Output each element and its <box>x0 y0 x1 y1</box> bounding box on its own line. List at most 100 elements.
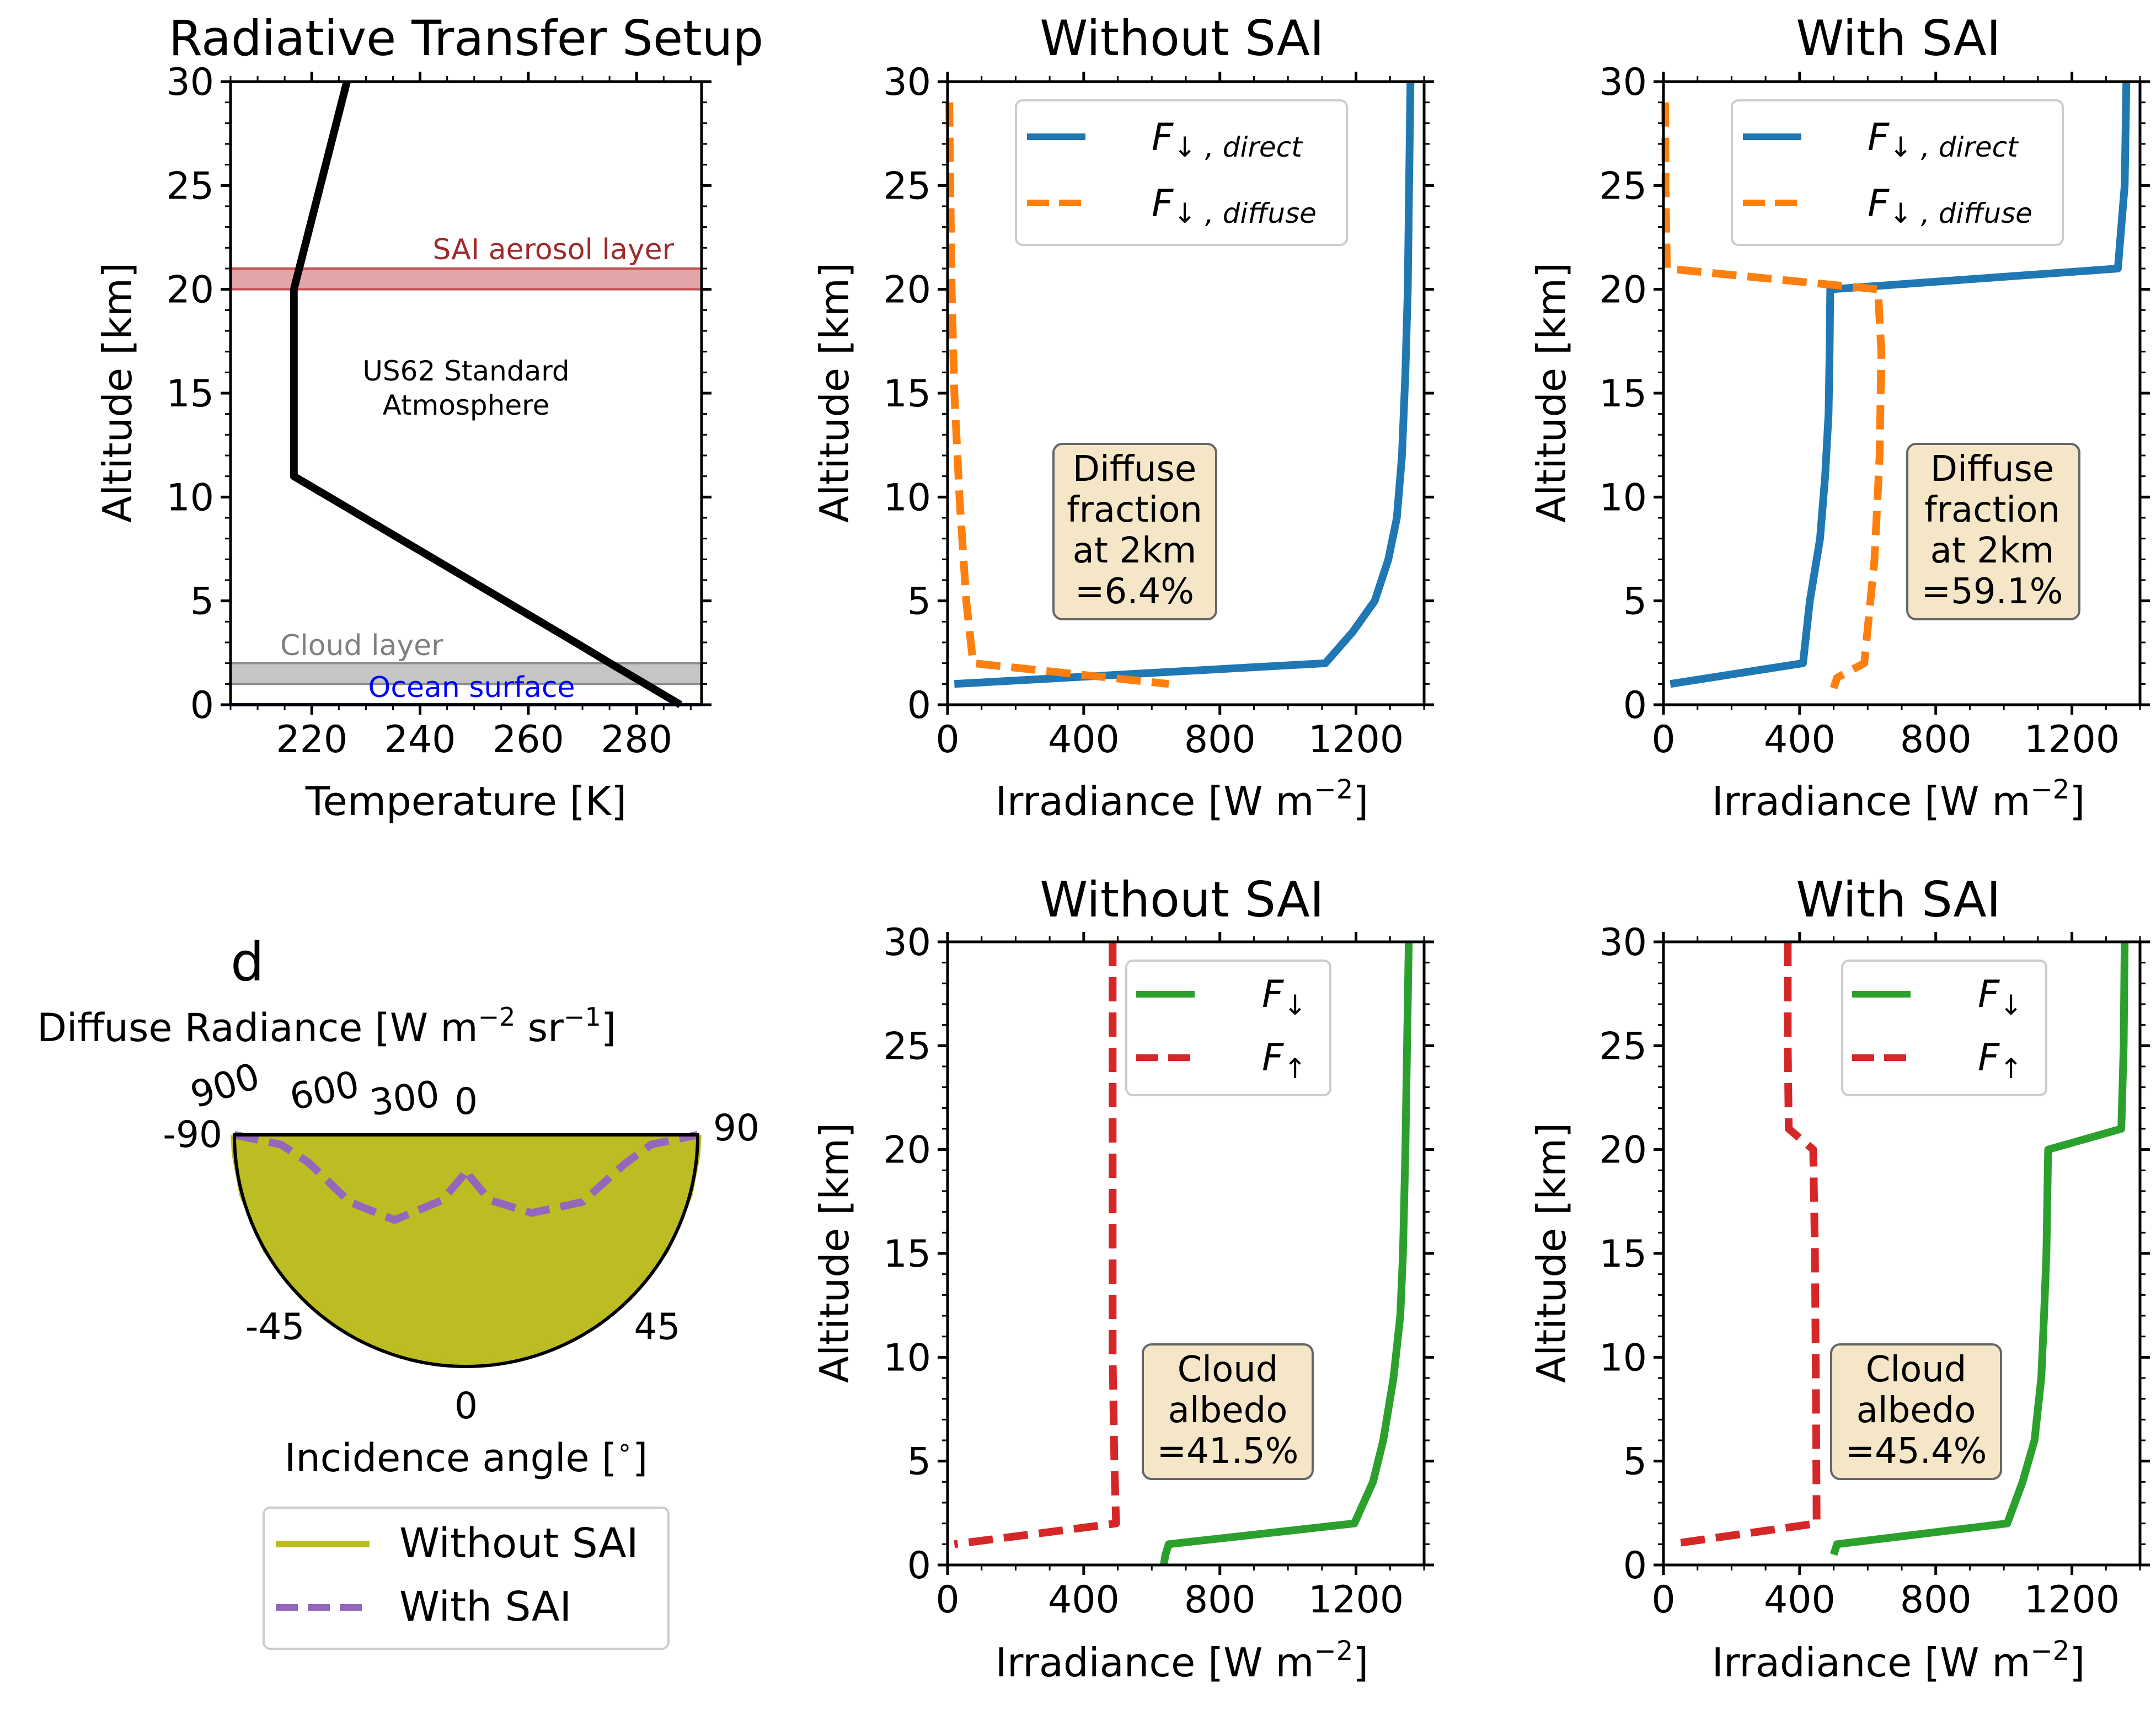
panel-e-flux-without-sai: 0 400 800 1200 0 5 10 15 20 25 30 Without SAI Irra… <box>811 871 1434 1686</box>
panel-f-ytick-label: 0 <box>1623 1544 1647 1588</box>
panel-a-ytick-label: 15 <box>166 372 214 416</box>
panel-d-title: Diffuse Radiance [W m−2 sr−1] <box>37 1002 616 1050</box>
panel-b-legend-direct: F↓ , direct <box>1152 116 1303 163</box>
panel-e-annotation-box <box>1142 1343 1314 1480</box>
panel-e-ytick-label: 15 <box>883 1232 931 1276</box>
panel-d-radial-label: 900 <box>185 1055 265 1117</box>
panel-a-xtick-label: 280 <box>601 718 672 762</box>
panel-b-plot-area: 0 400 800 1200 0 5 10 15 20 25 30 <box>883 61 1434 762</box>
panel-c-ytick-label: 25 <box>1599 164 1647 208</box>
panel-a-temperature-profile: 220 240 260 280 0 5 10 15 20 25 30 Radiative Trans… <box>94 10 763 824</box>
panel-e-xlabel: Irradiance [W m−2] <box>996 1636 1369 1686</box>
panel-f-legend-down: F↓ <box>1978 973 2023 1021</box>
panel-b-annotation-2: fraction <box>1067 490 1202 530</box>
panel-e-ytick-label: 30 <box>883 921 931 964</box>
panel-b-xtick-label: 1200 <box>1308 718 1404 762</box>
panel-b-annotation-4: =6.4% <box>1075 571 1194 612</box>
panel-a-aerosol-label: SAI aerosol layer <box>432 233 674 266</box>
panel-c-legend-diffuse: F↓ , diffuse <box>1868 182 2032 229</box>
panel-b-series-diffuse <box>945 102 1169 688</box>
panel-c-ytick-label: 15 <box>1599 372 1647 416</box>
panel-b-annotation-3: at 2km <box>1073 530 1197 571</box>
panel-f-xlabel-text: Irradiance [W m <box>1712 1639 2031 1686</box>
panel-d-plot-area: -90 -45 0 45 90 900 600 300 0 <box>163 1055 759 1427</box>
panel-e-ytick-label: 5 <box>907 1440 931 1484</box>
panel-b-ticks <box>938 72 1434 715</box>
panel-a-ytick-label: 10 <box>166 476 214 519</box>
panel-b-ytick-label: 0 <box>907 684 931 727</box>
panel-b-ytick-label: 5 <box>907 580 931 624</box>
panel-e-xtick-label: 0 <box>935 1578 959 1622</box>
panel-f-ytick-label: 15 <box>1599 1232 1647 1276</box>
panel-b-xtick-label: 800 <box>1184 718 1256 762</box>
panel-c-series-diffuse <box>1661 102 1885 690</box>
panel-a-ytick-label: 20 <box>166 269 214 312</box>
panel-f-ylabel: Altitude [km] <box>1528 1123 1575 1383</box>
panel-b-legend-box <box>1015 99 1348 246</box>
panel-a-xtick-label: 240 <box>384 718 456 762</box>
panel-f-annotation-3: =45.4% <box>1845 1431 1987 1472</box>
panel-b-annotation-box <box>1052 443 1217 620</box>
panel-c-annotation-4: =59.1% <box>1922 571 2063 612</box>
panel-c-xtick-label: 0 <box>1651 718 1675 762</box>
panel-d-angle-label: -45 <box>245 1305 305 1348</box>
panel-e-series-up <box>954 942 1120 1548</box>
panel-f-xtick-label: 1200 <box>2024 1578 2120 1622</box>
panel-c-xtick-label: 1200 <box>2024 718 2120 762</box>
panel-f-xlabel: Irradiance [W m−2] <box>1712 1636 2085 1686</box>
panel-b-ytick-label: 20 <box>883 269 931 312</box>
panel-e-xtick-label: 800 <box>1184 1578 1256 1622</box>
panel-e-title: Without SAI <box>1040 871 1324 928</box>
panel-f-plot-area: 0 400 800 1200 0 5 10 15 20 25 30 <box>1599 921 2150 1622</box>
panel-d-angle-label: 45 <box>634 1305 680 1348</box>
panel-c-ytick-label: 20 <box>1599 269 1647 312</box>
panel-a-ytick-label: 0 <box>190 684 214 727</box>
panel-f-ytick-label: 25 <box>1599 1025 1647 1068</box>
panel-c-legend-direct: F↓ , direct <box>1868 116 2019 163</box>
panel-b-ytick-label: 10 <box>883 476 931 519</box>
panel-b-xtick-label: 0 <box>935 718 959 762</box>
panel-e-ytick-label: 20 <box>883 1129 931 1172</box>
panel-e-xtick-label: 400 <box>1048 1578 1120 1622</box>
panel-c-ylabel: Altitude [km] <box>1528 262 1575 523</box>
panel-d-label: d <box>231 931 264 993</box>
panel-a-plot-area: 220 240 260 280 0 5 10 15 20 25 30 <box>166 61 711 762</box>
panel-d-diffuse-radiance: -90 -45 0 45 90 900 600 300 0 d Diffuse Radiance… <box>37 931 759 1650</box>
panel-c-plot-area: 0 400 800 1200 0 5 10 15 20 25 30 <box>1599 61 2150 762</box>
panel-a-ocean-label: Ocean surface <box>368 671 575 704</box>
panel-b-title: Without SAI <box>1040 10 1324 67</box>
panel-b-xlabel-text: Irradiance [W m <box>996 778 1314 824</box>
panel-d-xlabel-text: Incidence angle [ <box>285 1435 617 1481</box>
panel-b-series-direct <box>954 81 1415 688</box>
panel-a-cloud-label: Cloud layer <box>280 629 443 662</box>
panel-e-plot-area: 0 400 800 1200 0 5 10 15 20 25 30 <box>883 921 1434 1622</box>
panel-f-ytick-label: 30 <box>1599 921 1647 964</box>
panel-d-title-text: Diffuse Radiance [W m <box>37 1005 478 1050</box>
panel-e-series-down <box>1159 941 1413 1566</box>
panel-a-xtick-label: 260 <box>493 718 564 762</box>
panel-d-legend-with-label: With SAI <box>399 1583 571 1631</box>
panel-c-annotation-3: at 2km <box>1930 530 2055 571</box>
panel-f-annotation-box <box>1830 1343 2002 1480</box>
panel-f-series-down <box>1829 941 2129 1556</box>
panel-b-ylabel: Altitude [km] <box>811 262 858 523</box>
panel-c-ytick-label: 0 <box>1623 684 1647 727</box>
panel-d-angle-label: 90 <box>713 1107 759 1149</box>
panel-c-annotation-box <box>1906 443 2080 620</box>
panel-e-ytick-label: 10 <box>883 1336 931 1380</box>
panel-d-xlabel: Incidence angle [∘] <box>285 1432 648 1481</box>
panel-e-ticks <box>938 932 1434 1575</box>
panel-b-xlabel: Irradiance [W m−2] <box>996 774 1369 824</box>
panel-e-ytick-label: 25 <box>883 1025 931 1068</box>
panel-c-ytick-label: 5 <box>1623 580 1647 624</box>
panel-f-legend-up: F↑ <box>1978 1036 2023 1085</box>
panel-a-ticks <box>221 72 711 715</box>
panel-e-xlabel-text: Irradiance [W m <box>996 1639 1314 1686</box>
panel-a-ytick-label: 5 <box>190 580 214 624</box>
panel-d-radial-label: 0 <box>454 1080 478 1123</box>
panel-a-annotation-line1: US62 Standard <box>362 355 569 387</box>
panel-b-ytick-label: 30 <box>883 61 931 104</box>
panel-f-xtick-label: 0 <box>1651 1578 1675 1622</box>
panel-c-xlabel: Irradiance [W m−2] <box>1712 774 2085 824</box>
